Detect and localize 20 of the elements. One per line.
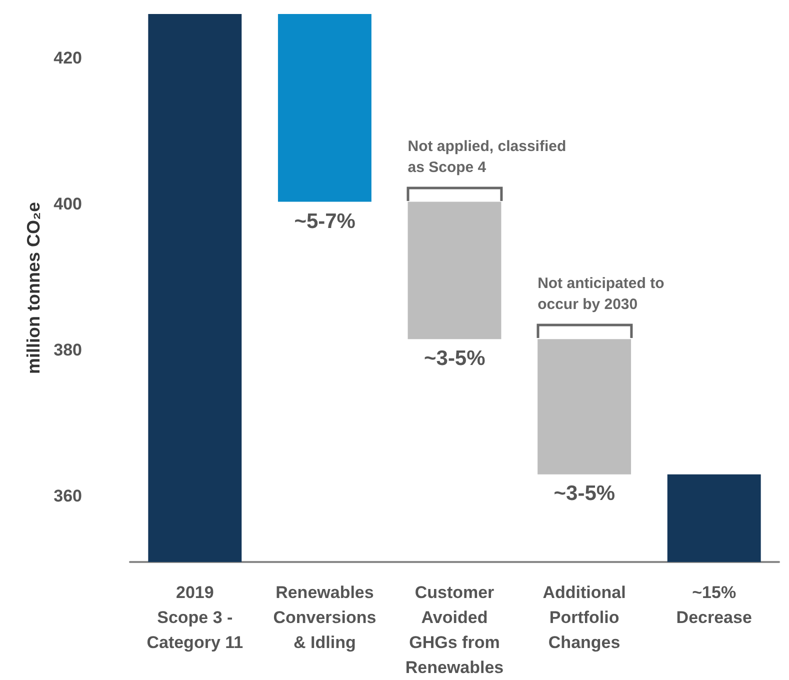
bar: [408, 202, 502, 340]
x-tick-label: Renewables Conversions & Idling: [273, 583, 376, 652]
y-tick-label: 360: [54, 486, 82, 506]
x-tick-label: Additional Portfolio Changes: [542, 583, 626, 652]
annotation: ~3-5%: [424, 347, 486, 372]
bar: [538, 339, 632, 474]
bar: [667, 474, 761, 562]
y-tick-label: 400: [54, 194, 82, 214]
annotation: Not applied, classified as Scope 4: [408, 136, 566, 178]
x-tick-label: 2019 Scope 3 - Category 11: [146, 583, 244, 652]
x-tick-label: Customer Avoided GHGs from Renewables: [405, 583, 504, 677]
annotation: Not anticipated to occur by 2030: [538, 274, 664, 316]
annotation: ~3-5%: [554, 482, 616, 506]
annotation: ~5-7%: [294, 210, 356, 234]
y-axis-title: million tonnes CO₂e: [24, 202, 44, 374]
x-tick-label: ~15% Decrease: [676, 583, 752, 627]
bar: [148, 14, 242, 562]
bar: [278, 14, 372, 202]
y-tick-label: 420: [54, 48, 82, 68]
y-tick-label: 380: [54, 340, 82, 360]
